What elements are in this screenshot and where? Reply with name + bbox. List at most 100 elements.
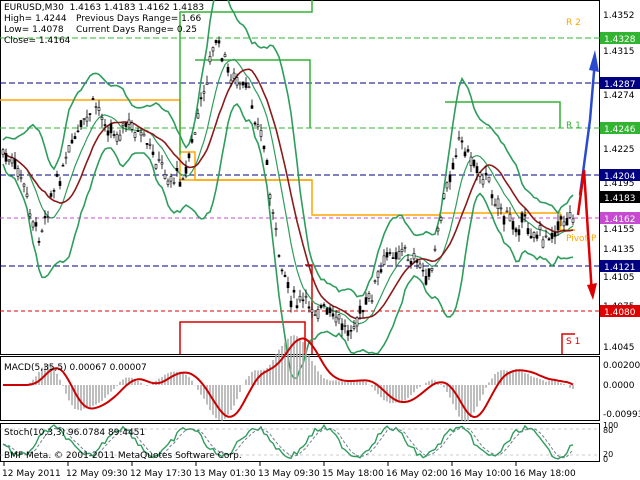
candle	[109, 119, 113, 139]
candle	[142, 131, 146, 137]
candle-body	[346, 330, 350, 336]
candle-body	[454, 155, 458, 157]
candle	[58, 176, 62, 190]
candle	[85, 109, 89, 127]
candle	[244, 77, 248, 91]
candle-body	[88, 113, 92, 115]
price-badge	[600, 122, 640, 134]
candle-body	[436, 227, 440, 232]
candle-body	[328, 307, 332, 314]
candle-body	[562, 221, 566, 227]
moving-average	[2, 68, 574, 320]
macd-pane: MACD(5,35,5) 0.00067 0.00007	[3, 335, 574, 422]
candle-body	[178, 181, 182, 187]
candle-body	[349, 329, 353, 332]
candle	[37, 237, 41, 246]
price-axis-label: 1.4315	[603, 47, 635, 57]
candle	[223, 51, 227, 58]
candle	[313, 310, 317, 317]
price-axis-label: 1.4274	[603, 91, 635, 101]
candle-body	[217, 40, 221, 44]
candle-body	[145, 143, 149, 145]
candle	[337, 313, 341, 325]
candle	[349, 325, 353, 339]
price-axis-label: 1.4045	[603, 343, 635, 353]
candle-body	[202, 91, 206, 94]
candle	[286, 276, 290, 294]
main-price-pane: R 2 R 1 Pivot P S 1	[0, 0, 600, 380]
candle-body	[181, 178, 185, 180]
candle-body	[472, 159, 476, 167]
candle-body	[388, 252, 392, 254]
candle	[112, 130, 116, 139]
candle	[181, 176, 185, 180]
candle	[544, 229, 548, 239]
candle-body	[130, 122, 134, 130]
price-badge-text: 1.4287	[604, 80, 636, 90]
candle-body	[505, 210, 509, 213]
candle-body	[532, 232, 536, 238]
time-axis-label: 16 May 02:00	[386, 469, 448, 479]
candle-body	[487, 176, 491, 182]
candle-body	[391, 257, 395, 259]
candle-body	[547, 238, 551, 241]
candle-body	[559, 216, 563, 220]
candle-body	[451, 162, 455, 170]
stoch-pane-border	[0, 423, 600, 462]
candle	[118, 129, 122, 142]
candle-body	[373, 280, 377, 283]
candle-body	[103, 124, 107, 126]
low-value: Low= 1.4078	[4, 25, 64, 35]
candle	[160, 155, 164, 170]
candle-body	[82, 118, 86, 120]
candle-body	[448, 174, 452, 183]
candle	[325, 307, 329, 315]
candle-body	[100, 116, 104, 120]
candle	[412, 247, 416, 264]
candle	[172, 177, 176, 186]
candle	[394, 247, 398, 267]
candle	[64, 151, 68, 165]
candle	[256, 117, 260, 131]
candle-body	[13, 159, 17, 169]
time-axis-label: 16 May 18:00	[514, 469, 576, 479]
candle	[55, 170, 59, 178]
candle-body	[22, 183, 26, 187]
candle	[433, 245, 437, 253]
candle	[556, 214, 560, 237]
candle	[229, 74, 233, 87]
candle	[214, 39, 218, 46]
candle	[568, 205, 572, 220]
candle	[289, 295, 293, 313]
prev-range-value: Previous Days Range= 1.66	[76, 14, 202, 24]
candle-body	[67, 145, 71, 153]
price-badge	[600, 169, 640, 181]
candle-body	[109, 123, 113, 134]
candle	[370, 294, 374, 304]
candle	[94, 102, 98, 115]
candle	[259, 124, 263, 142]
candle	[277, 253, 281, 258]
candle	[385, 247, 389, 261]
candle-body	[73, 136, 77, 140]
candle-body	[508, 213, 512, 222]
candle	[79, 119, 83, 130]
header-info: EURUSD,M30 1.4163 1.4183 1.4162 1.4183	[4, 3, 204, 14]
candle	[451, 157, 455, 170]
candle-body	[142, 133, 146, 137]
candle	[28, 209, 32, 220]
candle	[421, 262, 425, 277]
candle	[4, 148, 8, 165]
candle-body	[148, 143, 152, 146]
candle	[274, 222, 278, 237]
candle-body	[115, 134, 119, 142]
candle-body	[340, 323, 344, 331]
candle-body	[214, 40, 218, 43]
candle	[511, 218, 515, 235]
price-axis-label: 1.4195	[603, 179, 635, 189]
candle-body	[283, 274, 287, 277]
candle	[175, 160, 179, 177]
candle	[457, 130, 461, 141]
price-axis-label: 1.4105	[603, 273, 635, 283]
